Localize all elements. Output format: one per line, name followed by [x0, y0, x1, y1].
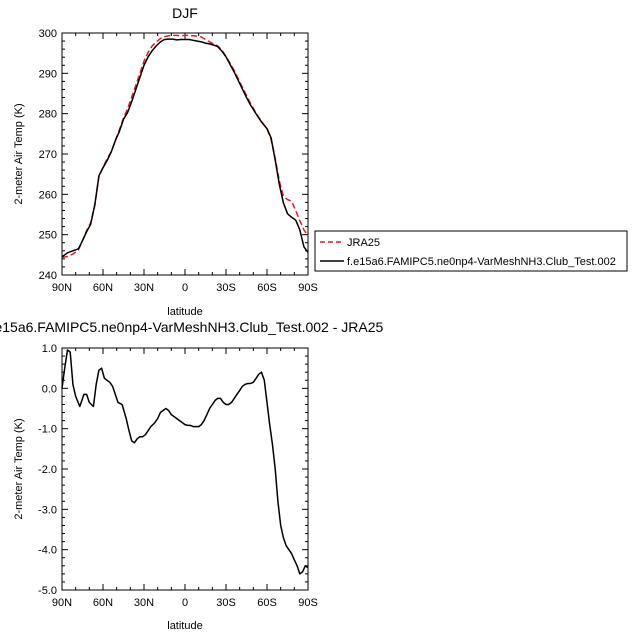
top-plot-frame [61, 32, 309, 276]
bottom-y-tick-label: -5.0 [38, 585, 57, 597]
top-series-line-0 [61, 34, 309, 259]
bottom-y-tick-label: -1.0 [38, 424, 57, 436]
top-x-tick-label: 60S [257, 282, 277, 294]
bottom-x-tick-label: 90N [52, 597, 72, 609]
top-x-axis-label: latitude [167, 306, 202, 318]
bottom-x-axis-label: latitude [167, 620, 202, 632]
top-x-tick-label: 30N [134, 282, 154, 294]
bottom-plot-frame [61, 347, 309, 591]
legend-box [314, 230, 628, 272]
top-chart-title: DJF [172, 5, 198, 21]
top-y-axis-label: 2-meter Air Temp (K) [13, 103, 25, 204]
top-panel: DJF 90N 60N 30N 0 30S 60S 90S 240 250 260 270 280 29… [13, 5, 318, 318]
bottom-x-tick-label: 30S [216, 597, 236, 609]
legend: JRA25 f.e15a6.FAMIPC5.ne0np4-VarMeshNH3.… [314, 230, 628, 272]
bottom-x-tick-label: 60N [93, 597, 113, 609]
bottom-series-line-0 [61, 349, 309, 575]
legend-label-jra25: JRA25 [347, 237, 380, 249]
bottom-y-axis-label: 2-meter Air Temp (K) [13, 418, 25, 519]
bottom-panel: f.e15a6.FAMIPC5.ne0np4-VarMeshNH3.Club_T… [0, 319, 384, 632]
bottom-y-tick-label: 0.0 [42, 383, 57, 395]
bottom-x-tick-label: 30N [134, 597, 154, 609]
top-y-tick-label: 280 [39, 109, 57, 121]
top-y-tick-label: 260 [39, 189, 57, 201]
bottom-y-tick-label: -2.0 [38, 464, 57, 476]
bottom-y-tick-label: 1.0 [42, 343, 57, 355]
top-y-tick-label: 270 [39, 149, 57, 161]
bottom-x-tick-label: 90S [298, 597, 318, 609]
top-y-tick-label: 250 [39, 230, 57, 242]
top-series-line-1 [61, 38, 309, 258]
top-x-tick-label: 90S [298, 282, 318, 294]
top-x-tick-label: 60N [93, 282, 113, 294]
top-x-tick-label: 0 [182, 282, 188, 294]
bottom-y-tick-label: -4.0 [38, 545, 57, 557]
top-x-tick-label: 30S [216, 282, 236, 294]
bottom-chart-title: f.e15a6.FAMIPC5.ne0np4-VarMeshNH3.Club_T… [0, 319, 384, 335]
legend-label-model: f.e15a6.FAMIPC5.ne0np4-VarMeshNH3.Club_T… [347, 256, 616, 268]
bottom-y-tick-label: -3.0 [38, 504, 57, 516]
top-y-tick-label: 240 [39, 270, 57, 282]
top-x-tick-label: 90N [52, 282, 72, 294]
bottom-x-tick-label: 0 [182, 597, 188, 609]
top-y-tick-label: 300 [39, 28, 57, 40]
top-y-tick-label: 290 [39, 68, 57, 80]
bottom-x-tick-label: 60S [257, 597, 277, 609]
